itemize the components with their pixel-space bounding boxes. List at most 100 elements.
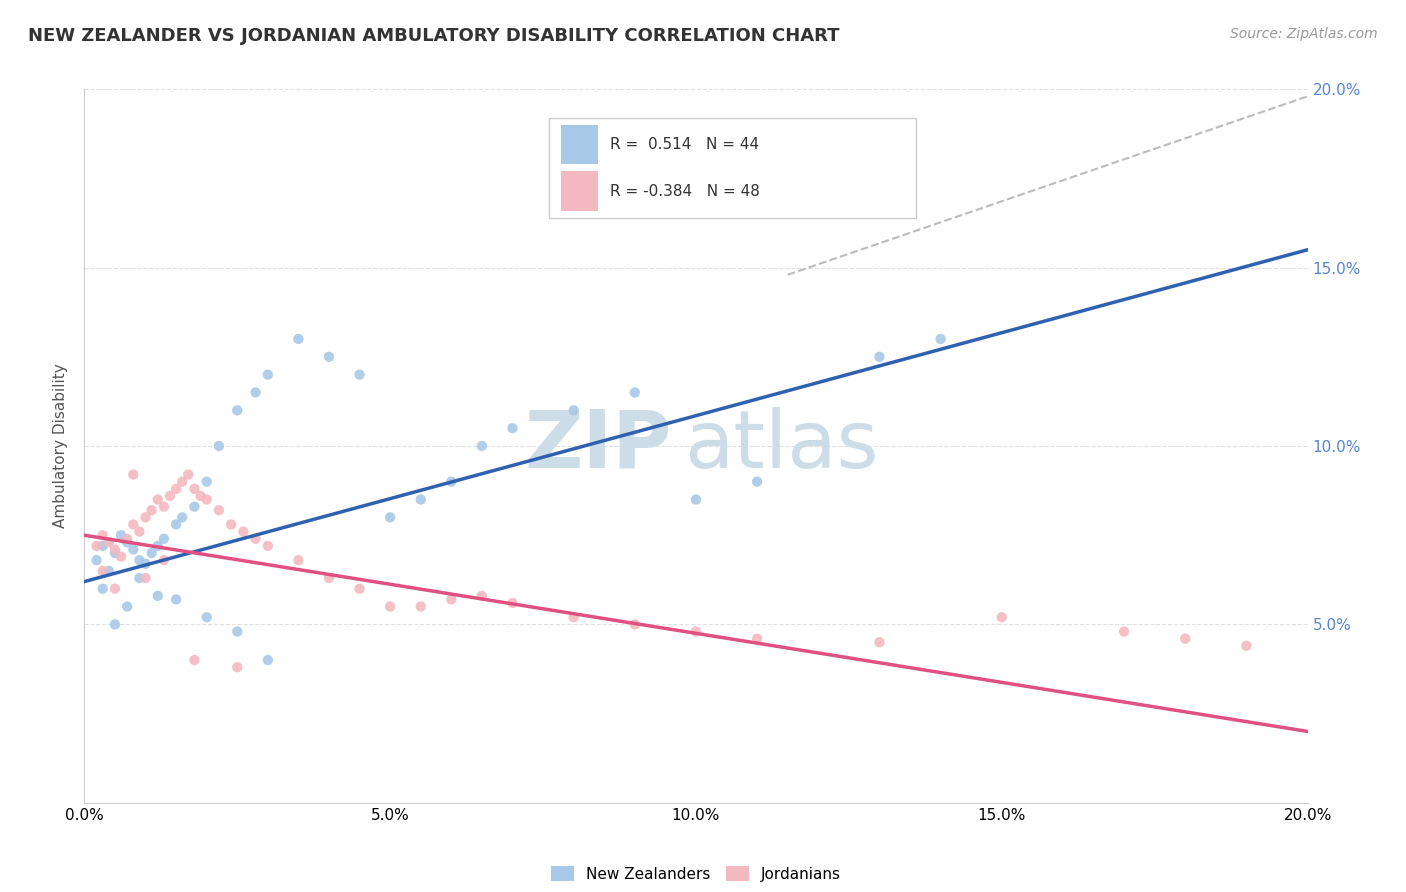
Point xyxy=(146,589,169,603)
Point xyxy=(1174,632,1197,646)
Point xyxy=(104,542,127,557)
Point xyxy=(86,553,108,567)
Point xyxy=(91,582,114,596)
Point xyxy=(172,475,194,489)
Point xyxy=(440,475,463,489)
Point xyxy=(208,503,231,517)
Text: NEW ZEALANDER VS JORDANIAN AMBULATORY DISABILITY CORRELATION CHART: NEW ZEALANDER VS JORDANIAN AMBULATORY DI… xyxy=(28,27,839,45)
Point xyxy=(287,553,309,567)
Point xyxy=(177,467,200,482)
Point xyxy=(91,564,114,578)
Text: Source: ZipAtlas.com: Source: ZipAtlas.com xyxy=(1230,27,1378,41)
Point xyxy=(165,482,187,496)
Point xyxy=(122,467,145,482)
Text: R =  0.514   N = 44: R = 0.514 N = 44 xyxy=(610,136,759,152)
Point xyxy=(135,510,157,524)
Point xyxy=(226,403,249,417)
Text: R = -0.384   N = 48: R = -0.384 N = 48 xyxy=(610,184,761,199)
Point xyxy=(172,510,194,524)
Point xyxy=(141,546,163,560)
Point xyxy=(128,553,150,567)
Point xyxy=(869,635,891,649)
Point xyxy=(110,528,132,542)
Point xyxy=(141,503,163,517)
Point xyxy=(257,539,280,553)
Point xyxy=(380,510,402,524)
Point xyxy=(208,439,231,453)
Point xyxy=(165,517,187,532)
Point xyxy=(929,332,952,346)
Point xyxy=(349,368,371,382)
Point xyxy=(135,571,157,585)
Point xyxy=(747,475,769,489)
Point xyxy=(97,535,120,549)
Point xyxy=(195,492,218,507)
Point xyxy=(183,482,205,496)
Point xyxy=(146,539,169,553)
Point xyxy=(624,385,647,400)
Text: atlas: atlas xyxy=(683,407,879,485)
Point xyxy=(349,582,371,596)
Point xyxy=(153,532,176,546)
Bar xyxy=(561,125,598,164)
Point xyxy=(146,492,169,507)
Text: ZIP: ZIP xyxy=(524,407,672,485)
Point xyxy=(685,624,707,639)
Point xyxy=(869,350,891,364)
Point xyxy=(257,368,280,382)
Point xyxy=(471,439,494,453)
Point xyxy=(232,524,254,539)
Point xyxy=(159,489,181,503)
Point xyxy=(562,403,585,417)
FancyBboxPatch shape xyxy=(550,118,917,218)
Point xyxy=(624,617,647,632)
Point xyxy=(195,475,218,489)
Point xyxy=(502,596,524,610)
Point xyxy=(245,532,267,546)
Point xyxy=(110,549,132,564)
Point xyxy=(128,571,150,585)
Point xyxy=(190,489,212,503)
Point xyxy=(104,582,127,596)
Point xyxy=(318,571,340,585)
Point xyxy=(183,653,205,667)
Point xyxy=(380,599,402,614)
Point xyxy=(409,599,432,614)
Point xyxy=(183,500,205,514)
Point xyxy=(991,610,1014,624)
Point xyxy=(115,599,138,614)
Point xyxy=(807,171,830,186)
Point xyxy=(115,532,138,546)
Point xyxy=(257,653,280,667)
Point xyxy=(226,624,249,639)
Point xyxy=(153,500,176,514)
Point xyxy=(91,539,114,553)
Point xyxy=(165,592,187,607)
Point xyxy=(115,535,138,549)
Point xyxy=(128,524,150,539)
Bar xyxy=(561,171,598,211)
Point xyxy=(287,332,309,346)
Point xyxy=(685,492,707,507)
Point xyxy=(91,528,114,542)
Point xyxy=(502,421,524,435)
Point xyxy=(104,546,127,560)
Point xyxy=(135,557,157,571)
Point xyxy=(409,492,432,507)
Point xyxy=(471,589,494,603)
Point xyxy=(104,617,127,632)
Point xyxy=(1236,639,1258,653)
Point xyxy=(97,564,120,578)
Point xyxy=(153,553,176,567)
Point xyxy=(747,632,769,646)
Point xyxy=(122,542,145,557)
Point xyxy=(226,660,249,674)
Point xyxy=(195,610,218,624)
Legend: New Zealanders, Jordanians: New Zealanders, Jordanians xyxy=(546,860,846,888)
Point xyxy=(1114,624,1136,639)
Point xyxy=(219,517,242,532)
Point xyxy=(86,539,108,553)
Point xyxy=(122,517,145,532)
Point xyxy=(318,350,340,364)
Y-axis label: Ambulatory Disability: Ambulatory Disability xyxy=(53,364,69,528)
